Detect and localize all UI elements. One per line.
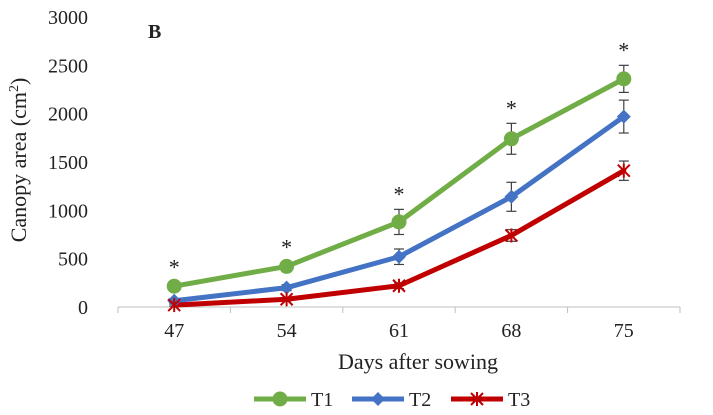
x-tick-label: 61 xyxy=(389,320,409,342)
significance-annotations: * * * * * xyxy=(169,37,630,279)
y-tick-label: 2500 xyxy=(48,55,88,77)
data-point-t2 xyxy=(616,109,631,124)
data-point-t3 xyxy=(392,278,406,293)
data-point-t2 xyxy=(279,280,294,295)
significance-star: * xyxy=(394,181,405,206)
y-tick-label: 500 xyxy=(58,249,88,271)
y-axis-title-superscript: 2 xyxy=(7,85,22,92)
y-tick-label: 2000 xyxy=(48,104,88,126)
y-tick-label: 1000 xyxy=(48,200,88,222)
data-point-t2 xyxy=(392,249,406,264)
axes: 47 54 61 68 75 0 500 1000 1500 2000 2500 3000 xyxy=(48,7,681,342)
data-point-t1 xyxy=(391,214,407,230)
significance-star: * xyxy=(169,254,180,279)
panel-label: B xyxy=(148,21,161,43)
legend-marker-t1 xyxy=(272,391,288,407)
data-point-t3 xyxy=(167,298,181,313)
y-tick-label: 0 xyxy=(78,297,88,319)
legend-label-t3: T3 xyxy=(508,389,530,411)
data-point-t3 xyxy=(504,228,519,243)
legend-item-t2: T2 xyxy=(352,389,431,411)
x-tick-label: 54 xyxy=(277,320,297,342)
significance-star: * xyxy=(618,37,629,62)
legend-label-t1: T1 xyxy=(311,389,333,411)
data-point-t1 xyxy=(279,258,295,274)
data-point-t1 xyxy=(616,71,632,87)
legend-item-t3: T3 xyxy=(451,389,530,411)
x-tick-label: 75 xyxy=(614,320,634,342)
data-point-t3 xyxy=(617,163,631,178)
data-point-t1 xyxy=(166,278,182,294)
y-axis-title-end: ) xyxy=(6,78,31,85)
legend-marker-t2 xyxy=(371,392,385,406)
legend-label-t2: T2 xyxy=(409,389,431,411)
x-tick-label: 68 xyxy=(501,320,521,342)
y-axis-title: Canopy area (cm2) xyxy=(6,78,31,243)
x-axis-title: Days after sowing xyxy=(338,349,498,374)
y-tick-label: 3000 xyxy=(48,7,88,29)
legend: T1 T2 T3 xyxy=(254,389,530,411)
series-markers xyxy=(166,71,632,313)
significance-star: * xyxy=(281,235,292,260)
significance-star: * xyxy=(506,95,517,120)
y-tick-label: 1500 xyxy=(48,152,88,174)
legend-marker-t3 xyxy=(470,392,484,406)
x-tick-label: 47 xyxy=(164,320,184,342)
y-axis-title-main: Canopy area (cm xyxy=(6,92,31,242)
data-point-t3 xyxy=(279,292,294,307)
legend-item-t1: T1 xyxy=(254,389,333,411)
data-point-t2 xyxy=(504,189,519,204)
data-point-t1 xyxy=(503,131,519,147)
